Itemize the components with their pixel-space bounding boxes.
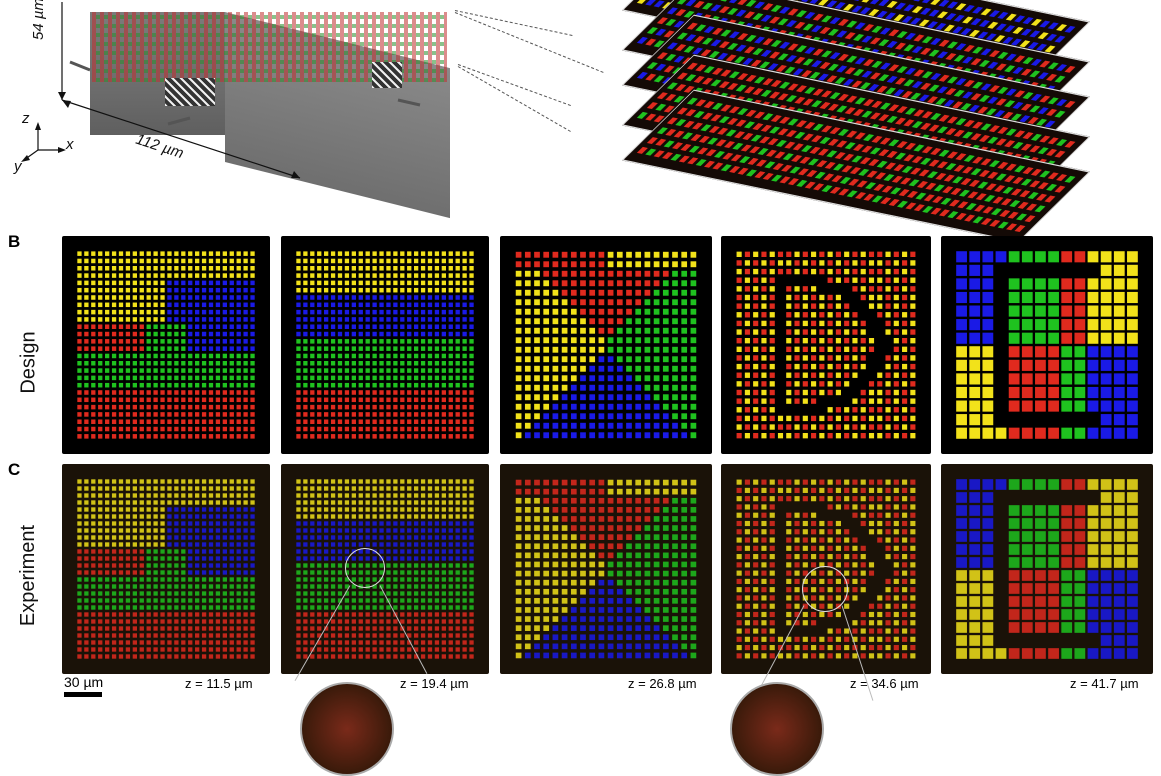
design-tile-A — [62, 236, 270, 454]
scale-bar-label: 30 µm — [64, 674, 103, 690]
z-label-2: z = 19.4 µm — [400, 676, 469, 691]
design-tile-E — [941, 236, 1153, 454]
experiment-row-label: Experiment — [18, 524, 41, 625]
z-label-3: z = 26.8 µm — [628, 676, 697, 691]
design-tile-C — [500, 236, 712, 454]
panel-c-letter: C — [8, 460, 20, 480]
panel-a: 54 µm 112 µm z x y — [0, 0, 1161, 220]
zoom-ring-b — [345, 548, 385, 588]
z-label-4: z = 34.6 µm — [850, 676, 919, 691]
experiment-tile-E — [941, 464, 1153, 674]
z-label-5: z = 41.7 µm — [1070, 676, 1139, 691]
height-dimension-label: 54 µm — [30, 0, 47, 40]
axis-x-label: x — [66, 136, 74, 153]
projection-line — [455, 10, 573, 36]
design-row-label-wrap: Design — [0, 262, 58, 462]
panel-b-letter: B — [8, 232, 20, 252]
design-tile-D — [721, 236, 931, 454]
experiment-tile-B — [281, 464, 489, 674]
axis-y-label: y — [14, 158, 22, 175]
z-label-1: z = 11.5 µm — [185, 676, 253, 691]
design-tile-B — [281, 236, 489, 454]
experiment-tile-A — [62, 464, 270, 674]
scale-bar — [64, 692, 102, 697]
axis-z-label: z — [22, 110, 30, 127]
design-row-label: Design — [18, 331, 41, 393]
experiment-tile-C — [500, 464, 712, 674]
projection-line — [455, 12, 604, 73]
dimension-lines — [0, 0, 460, 200]
zoom-inset-d — [730, 682, 824, 776]
experiment-row-label-wrap: Experiment — [0, 480, 58, 670]
zoom-inset-b — [300, 682, 394, 776]
